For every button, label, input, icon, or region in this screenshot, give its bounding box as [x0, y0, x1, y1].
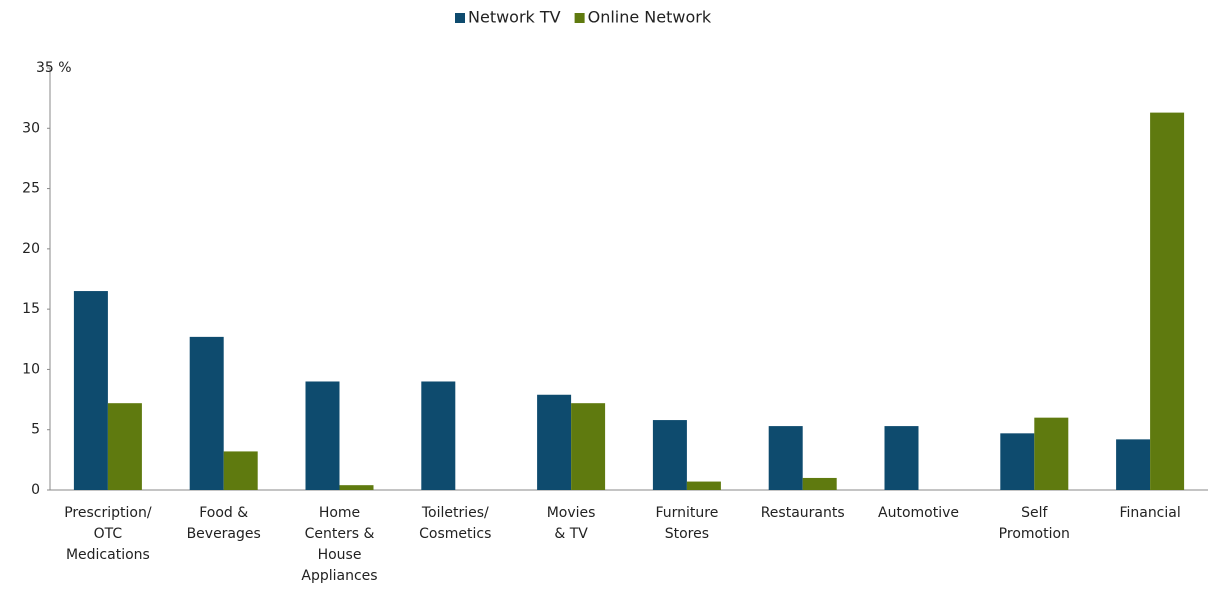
- y-tick-label: 30: [22, 120, 40, 136]
- bar: [537, 394, 572, 490]
- bar: [339, 485, 374, 490]
- bar: [1116, 439, 1151, 490]
- legend-swatch: [455, 13, 465, 23]
- x-tick-label: Automotive: [878, 505, 959, 521]
- x-tick-label: Home Centers & House Appliances: [301, 505, 378, 584]
- bar: [1034, 417, 1069, 490]
- bar: [686, 481, 721, 490]
- y-tick-label: 10: [22, 361, 40, 377]
- x-tick-label: Food & Beverages: [186, 505, 261, 542]
- y-tick-label: 5: [31, 422, 40, 438]
- x-tick-label: Restaurants: [760, 505, 845, 521]
- bar: [223, 451, 258, 490]
- x-tick-label: Movies & TV: [546, 505, 596, 542]
- bar: [189, 336, 224, 490]
- legend-swatch: [574, 13, 585, 23]
- bar: [421, 381, 456, 490]
- y-tick-label: 35 %: [36, 60, 72, 76]
- bar: [1150, 112, 1185, 491]
- legend-label: Network TV: [468, 8, 561, 27]
- y-tick-label: 0: [31, 482, 40, 498]
- bar: [884, 426, 919, 490]
- x-tick-label: Prescription/ OTC Medications: [64, 505, 152, 563]
- bar: [73, 291, 108, 490]
- x-tick-label: Self Promotion: [998, 505, 1070, 542]
- y-tick-label: 15: [22, 301, 40, 317]
- y-tick-label: 20: [22, 241, 40, 257]
- bar: [1000, 433, 1035, 490]
- bar: [571, 403, 606, 490]
- bar: [768, 426, 803, 490]
- legend-label: Online Network: [588, 8, 712, 27]
- bar: [107, 403, 142, 490]
- x-tick-label: Financial: [1119, 505, 1181, 521]
- x-tick-label: Furniture Stores: [655, 505, 719, 542]
- bar: [305, 381, 340, 490]
- y-tick-label: 25: [22, 181, 40, 197]
- x-tick-label: Toiletries/ Cosmetics: [419, 505, 492, 542]
- bar: [652, 420, 687, 490]
- bar: [802, 477, 837, 490]
